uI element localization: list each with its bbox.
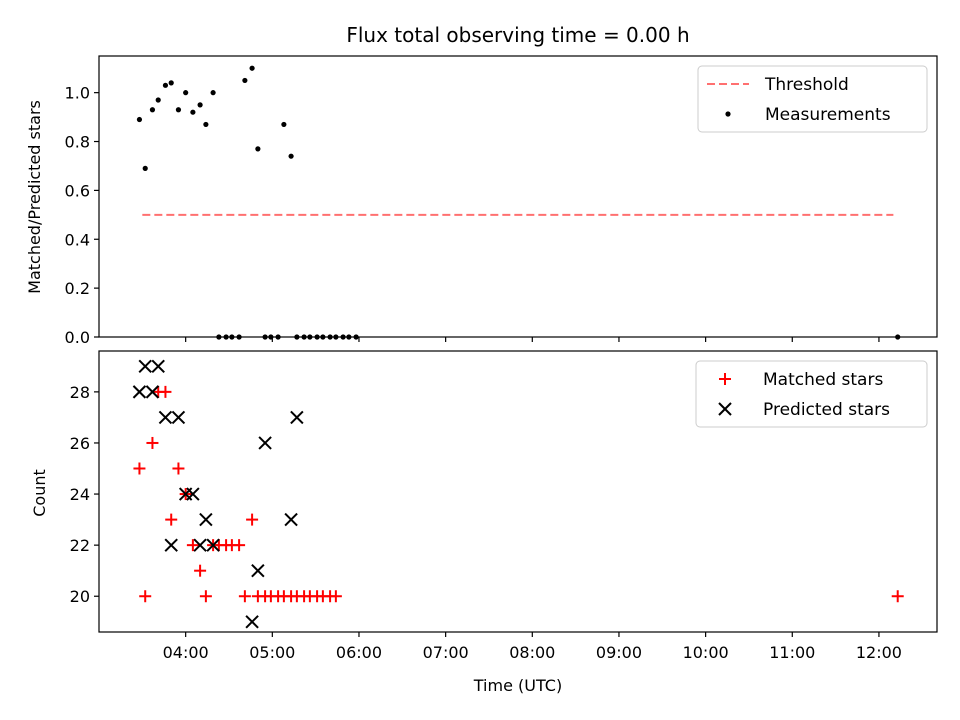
measurement-point bbox=[175, 107, 182, 113]
predicted-star-point bbox=[251, 563, 265, 578]
top-y-tick-label: 0.0 bbox=[65, 328, 90, 347]
predicted-star-point bbox=[151, 359, 165, 374]
predicted-star-point bbox=[258, 436, 272, 450]
top-y-tick-label: 0.8 bbox=[65, 133, 90, 152]
matched-star-point bbox=[139, 590, 152, 603]
bottom-y-tick-label: 26 bbox=[70, 434, 90, 453]
legend-threshold-label: Threshold bbox=[764, 75, 849, 95]
legend-measurements-label: Measurements bbox=[765, 105, 891, 125]
top-y-tick-label: 0.4 bbox=[65, 230, 90, 249]
measurement-point bbox=[136, 116, 143, 123]
bottom-x-tick-label: 06:00 bbox=[336, 643, 382, 662]
predicted-star-point bbox=[284, 512, 298, 527]
predicted-star-point bbox=[206, 538, 220, 552]
measurement-point bbox=[242, 77, 248, 84]
measurement-point bbox=[203, 121, 209, 128]
measurement-point bbox=[142, 165, 148, 171]
matched-star-point bbox=[891, 590, 904, 603]
top-y-axis-label: Matched/Predicted stars bbox=[25, 100, 44, 294]
matched-star-point bbox=[172, 462, 185, 475]
measurement-point bbox=[155, 97, 161, 103]
top-y-tick-label: 1.0 bbox=[65, 84, 90, 103]
matched-star-point bbox=[329, 590, 342, 603]
predicted-star-point bbox=[132, 385, 147, 399]
bottom-legend-box bbox=[695, 360, 928, 428]
legend-matched-swatch bbox=[719, 373, 731, 385]
bottom-y-axis-label: Count bbox=[30, 469, 49, 517]
matched-star-point bbox=[238, 590, 251, 603]
measurement-point bbox=[249, 65, 255, 71]
bottom-y-tick-label: 22 bbox=[70, 536, 90, 555]
predicted-star-point bbox=[245, 615, 259, 629]
legend-predicted-swatch bbox=[718, 402, 732, 416]
bottom-x-tick-label: 10:00 bbox=[683, 643, 729, 662]
measurement-point bbox=[149, 107, 156, 113]
measurement-point bbox=[210, 90, 216, 96]
chart-title: Flux total observing time = 0.00 h bbox=[346, 23, 689, 47]
bottom-y-tick-label: 24 bbox=[70, 485, 90, 504]
measurement-point bbox=[190, 109, 196, 115]
top-x-axis-ticks bbox=[185, 337, 880, 342]
bottom-x-tick-label: 08:00 bbox=[509, 643, 555, 662]
matched-star-point bbox=[233, 539, 246, 552]
measurement-point bbox=[281, 121, 287, 128]
matched-star-point bbox=[194, 564, 207, 577]
top-y-tick-label: 0.6 bbox=[65, 181, 90, 200]
bottom-legend: Matched stars Predicted stars bbox=[695, 360, 928, 428]
predicted-star-point bbox=[199, 512, 213, 527]
x-axis-label: Time (UTC) bbox=[473, 676, 562, 695]
legend-matched-label: Matched stars bbox=[763, 370, 883, 390]
predicted-star-point bbox=[290, 410, 304, 425]
predicted-star-point bbox=[164, 538, 178, 552]
bottom-x-axis-ticks: 04:00 05:00 06:00 07:00 08:00 09:00 10:00 11:00… bbox=[163, 632, 902, 662]
matched-star-point bbox=[199, 590, 212, 603]
predicted-star-point bbox=[186, 487, 200, 501]
bottom-y-tick-label: 28 bbox=[70, 383, 90, 402]
top-y-tick-label: 0.2 bbox=[65, 279, 90, 298]
bottom-x-tick-label: 05:00 bbox=[249, 643, 295, 662]
bottom-x-tick-label: 09:00 bbox=[596, 643, 642, 662]
predicted-star-point bbox=[138, 359, 152, 374]
matched-star-point bbox=[133, 462, 146, 475]
top-y-axis-ticks: 0.0 0.2 0.4 0.6 0.8 1.0 bbox=[65, 84, 99, 347]
bottom-x-tick-label: 04:00 bbox=[163, 643, 209, 662]
legend-predicted-label: Predicted stars bbox=[763, 400, 890, 420]
top-legend-box bbox=[697, 65, 928, 133]
top-legend: Threshold Measurements bbox=[697, 65, 928, 133]
top-panel: Flux total observing time = 0.00 h 0.00.… bbox=[25, 23, 938, 347]
matched-star-point bbox=[146, 436, 159, 449]
bottom-panel: 20 22 24 26 28 04:00 05:00 06:00 07:00 08:00 09:0… bbox=[30, 350, 938, 695]
bottom-x-tick-label: 11:00 bbox=[769, 643, 815, 662]
bottom-x-tick-label: 12:00 bbox=[856, 643, 902, 662]
top-plot-frame bbox=[98, 55, 938, 338]
bottom-count-points bbox=[132, 359, 904, 629]
bottom-y-tick-label: 20 bbox=[70, 587, 90, 606]
predicted-star-point bbox=[158, 410, 173, 425]
bottom-plot-frame bbox=[98, 350, 938, 633]
bottom-x-tick-label: 07:00 bbox=[423, 643, 469, 662]
measurement-point bbox=[168, 80, 174, 86]
predicted-star-point bbox=[145, 385, 160, 399]
matched-star-point bbox=[186, 539, 199, 552]
measurement-point bbox=[197, 102, 203, 108]
matched-star-point bbox=[246, 513, 259, 526]
measurement-point bbox=[255, 146, 261, 152]
legend-measurements-swatch bbox=[725, 111, 731, 117]
measurement-point bbox=[162, 82, 169, 88]
matched-star-point bbox=[165, 513, 178, 526]
bottom-y-axis-ticks: 20 22 24 26 28 bbox=[70, 383, 99, 606]
predicted-star-point bbox=[171, 410, 186, 425]
matched-star-point bbox=[159, 385, 172, 398]
measurement-point bbox=[288, 153, 294, 159]
measurement-point bbox=[183, 90, 189, 96]
predicted-star-point bbox=[193, 538, 207, 552]
